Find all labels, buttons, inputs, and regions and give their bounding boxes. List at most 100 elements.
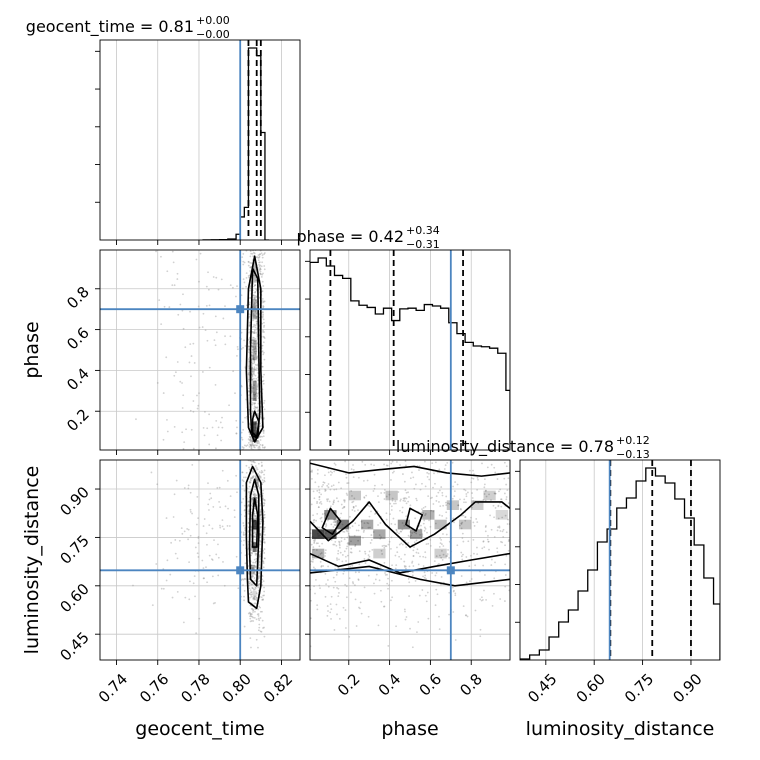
scatter-point (254, 305, 256, 308)
scatter-point (253, 297, 256, 300)
scatter-point (249, 436, 252, 438)
scatter-point (252, 313, 255, 316)
scatter-point (434, 604, 437, 607)
panel-contents (100, 250, 300, 450)
scatter-point (327, 471, 330, 474)
scatter-point (345, 492, 348, 495)
scatter-point (259, 513, 262, 515)
scatter-point (405, 502, 408, 505)
scatter-point (316, 604, 319, 607)
scatter-point (197, 305, 200, 308)
scatter-point (248, 596, 251, 599)
scatter-point (403, 564, 406, 567)
scatter-point (203, 577, 205, 580)
scatter-point (253, 368, 256, 371)
scatter-point (326, 484, 329, 487)
scatter-point (212, 506, 215, 508)
scatter-point (345, 473, 347, 475)
scatter-point (251, 441, 254, 444)
scatter-point (185, 428, 187, 431)
scatter-point (252, 294, 255, 297)
scatter-point (505, 483, 508, 486)
scatter-point (248, 387, 250, 390)
scatter-point (209, 492, 212, 495)
scatter-point (201, 326, 204, 328)
scatter-point (493, 577, 496, 580)
scatter-point (242, 278, 245, 281)
scatter-point (249, 286, 252, 289)
scatter-point (187, 487, 190, 490)
scatter-point (490, 564, 493, 566)
scatter-point (421, 482, 423, 485)
panel-title-plus: +0.34 (406, 224, 440, 237)
scatter-point (212, 602, 215, 605)
scatter-point (507, 540, 510, 542)
scatter-point (323, 481, 326, 484)
scatter-point (245, 276, 248, 279)
scatter-point (193, 575, 196, 577)
scatter-point (203, 518, 206, 520)
scatter-point (248, 592, 251, 595)
scatter-point (441, 543, 443, 546)
scatter-point (340, 487, 343, 490)
scatter-point (358, 607, 361, 610)
scatter-point (250, 262, 253, 265)
scatter-point (250, 440, 252, 443)
scatter-point (250, 445, 253, 447)
scatter-point (243, 261, 246, 264)
scatter-point (459, 498, 461, 501)
scatter-point (312, 548, 315, 551)
scatter-point (393, 470, 395, 473)
scatter-point (261, 446, 264, 449)
scatter-point (249, 612, 252, 615)
scatter-point (422, 555, 425, 558)
scatter-point (241, 578, 244, 581)
scatter-point (438, 545, 441, 548)
scatter-point (205, 566, 207, 569)
scatter-point (261, 464, 263, 467)
scatter-point (256, 494, 259, 497)
scatter-point (321, 485, 323, 488)
scatter-point (249, 285, 252, 287)
scatter-point (313, 539, 315, 542)
scatter-point (249, 481, 252, 484)
scatter-point (310, 560, 313, 563)
scatter-point (204, 329, 207, 331)
scatter-point (331, 471, 333, 474)
scatter-point (349, 526, 351, 529)
density-cell (410, 529, 423, 540)
scatter-point (235, 432, 238, 435)
scatter-point (493, 516, 495, 519)
scatter-point (181, 407, 184, 409)
scatter-point (253, 332, 255, 334)
density-cell (471, 500, 484, 510)
scatter-point (262, 429, 265, 431)
scatter-point (505, 531, 508, 534)
scatter-point (227, 507, 229, 510)
scatter-point (248, 347, 251, 350)
scatter-point (327, 498, 330, 501)
scatter-point (173, 284, 176, 287)
scatter-point (242, 544, 245, 546)
scatter-point (258, 572, 261, 574)
y-tick-label: 0.75 (56, 532, 92, 568)
scatter-point (246, 444, 249, 446)
scatter-point (493, 492, 496, 495)
scatter-point (429, 544, 432, 547)
histogram-luminosity_distance (520, 467, 720, 660)
scatter-point (253, 535, 256, 538)
scatter-point (499, 488, 502, 491)
scatter-point (252, 368, 255, 370)
scatter-point (325, 583, 328, 586)
scatter-point (165, 356, 168, 359)
scatter-point (354, 571, 357, 574)
scatter-point (236, 345, 239, 348)
scatter-point (444, 464, 447, 467)
scatter-point (249, 613, 252, 616)
scatter-point (252, 255, 255, 258)
scatter-point (394, 500, 397, 503)
scatter-point (487, 540, 490, 543)
scatter-point (251, 373, 254, 376)
scatter-point (476, 546, 478, 549)
scatter-point (242, 531, 245, 534)
